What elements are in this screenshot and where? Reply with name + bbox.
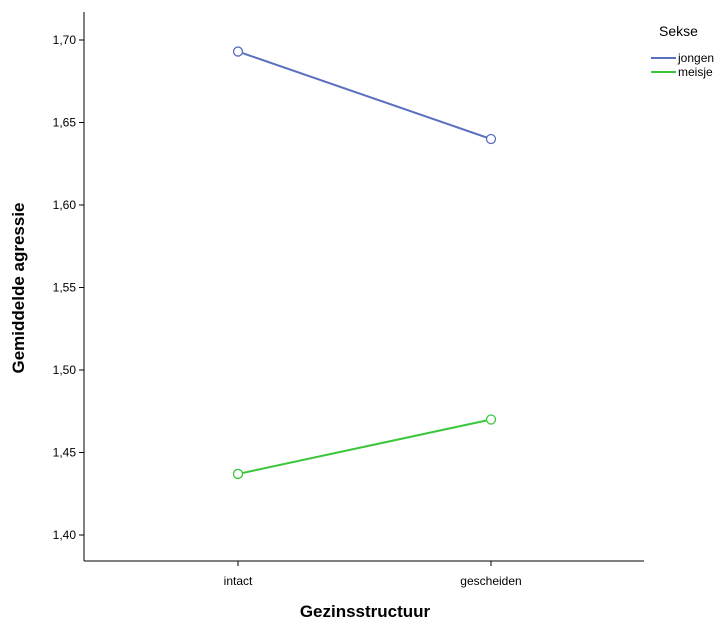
series-meisje: [232, 414, 497, 480]
axes: [83, 12, 644, 562]
y-tick-label: 1,65: [53, 116, 77, 130]
y-tick-label: 1,60: [53, 198, 77, 212]
series-jongen: [232, 46, 497, 145]
series-layer: [232, 46, 497, 480]
y-tick-label: 1,70: [53, 33, 77, 47]
x-axis-ticks: intact gescheiden: [224, 561, 522, 588]
series-line: [237, 50, 492, 140]
x-tick-label: gescheiden: [460, 574, 521, 588]
y-tick-label: 1,45: [53, 446, 77, 460]
x-tick-label: intact: [224, 574, 253, 588]
y-axis-ticks: 1,40 1,45 1,50 1,55 1,60 1,65 1,70: [53, 33, 84, 542]
data-point: [232, 468, 244, 480]
y-tick-label: 1,40: [53, 528, 77, 542]
data-point: [485, 414, 497, 425]
x-axis-title: Gezinsstructuur: [300, 602, 431, 621]
data-point: [232, 46, 244, 57]
legend-label: jongen: [677, 51, 714, 65]
legend-label: meisje: [678, 65, 713, 79]
series-line: [237, 418, 492, 475]
legend-title: Sekse: [659, 23, 698, 39]
data-point: [485, 133, 497, 145]
y-tick-label: 1,55: [53, 281, 77, 295]
y-tick-label: 1,50: [53, 363, 77, 377]
y-axis-title: Gemiddelde agressie: [9, 202, 28, 373]
